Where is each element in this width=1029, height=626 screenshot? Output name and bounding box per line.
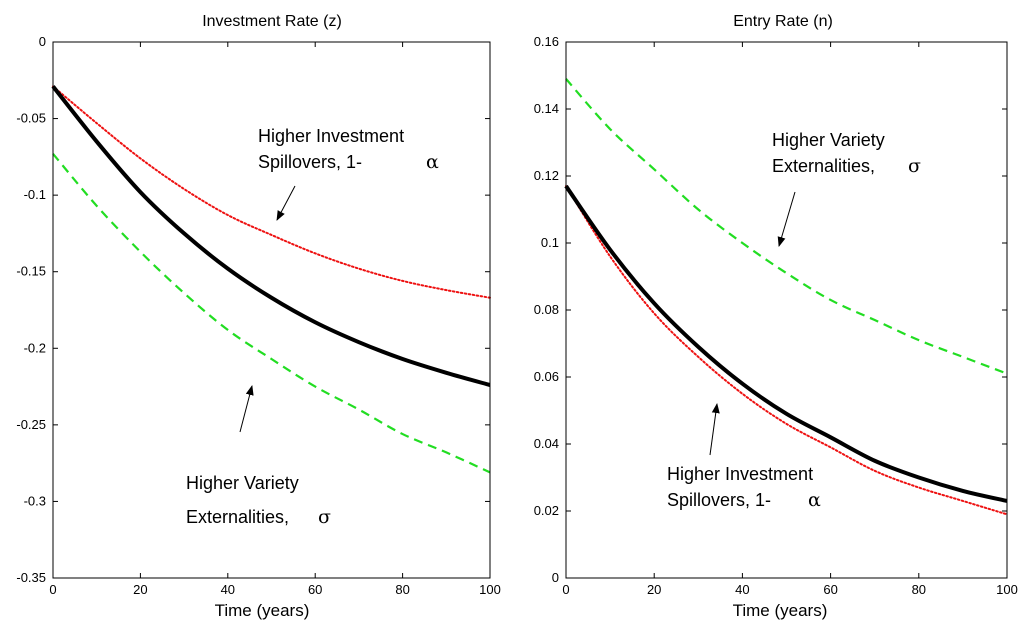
annotation-investment-spillovers: Higher Investment Spillovers, 1- α <box>667 403 821 511</box>
y-tick-label: -0.1 <box>24 187 46 202</box>
x-axis-label: Time (years) <box>733 601 828 620</box>
annotation-variety-externalities: Higher Variety Externalities, σ <box>186 385 331 528</box>
y-tick-label: 0.1 <box>541 235 559 250</box>
annotation-line: Spillovers, 1- <box>667 490 771 510</box>
annotation-line: Externalities, <box>186 507 289 527</box>
x-tick-label: 60 <box>823 582 837 597</box>
annotation-line: Externalities, <box>772 156 875 176</box>
x-tick-label: 80 <box>912 582 926 597</box>
chart-title: Investment Rate (z) <box>202 13 342 30</box>
y-tick-label: 0.06 <box>534 369 559 384</box>
x-tick-label: 80 <box>395 582 409 597</box>
series-line-dotted <box>52 85 491 299</box>
y-tick-label: 0.02 <box>534 503 559 518</box>
y-tick-label: 0.04 <box>534 436 559 451</box>
x-tick-label: 20 <box>647 582 661 597</box>
y-tick-label: -0.35 <box>16 570 46 585</box>
annotation-variety-externalities: Higher Variety Externalities, σ <box>772 130 921 247</box>
annotation-line: Spillovers, 1- <box>258 152 362 172</box>
x-tick-label: 20 <box>133 582 147 597</box>
y-tick-label: 0.16 <box>534 34 559 49</box>
plot-frame <box>565 41 1008 579</box>
y-tick-label: -0.05 <box>16 111 46 126</box>
alpha-symbol: α <box>426 151 439 173</box>
y-tick-label: -0.2 <box>24 340 46 355</box>
y-tick-label: -0.3 <box>24 493 46 508</box>
y-tick-label: -0.25 <box>16 417 46 432</box>
x-tick-label: 60 <box>308 582 322 597</box>
y-tick-label: -0.15 <box>16 264 46 279</box>
annotation-line: Higher Variety <box>186 473 299 493</box>
alpha-symbol: α <box>808 489 821 511</box>
x-tick-label: 100 <box>996 582 1018 597</box>
series-line-dotted <box>565 185 1008 516</box>
annotation-line: Higher Variety <box>772 130 885 150</box>
annotation-line: Higher Investment <box>667 464 813 484</box>
x-axis-label: Time (years) <box>215 601 310 620</box>
annotation-arrow <box>276 185 296 221</box>
series-line-dashed <box>52 153 491 474</box>
annotation-arrow <box>777 191 796 247</box>
sigma-symbol: σ <box>908 155 921 177</box>
chart-investment-rate: Investment Rate (z) -0.35 -0.3 -0.25 -0.2 -0… <box>16 13 500 620</box>
chart-title: Entry Rate (n) <box>733 13 833 30</box>
plot-frame <box>52 41 491 579</box>
y-tick-label: 0.12 <box>534 168 559 183</box>
sigma-symbol: σ <box>318 506 331 528</box>
series-line-dashed <box>565 78 1008 375</box>
x-tick-label: 40 <box>735 582 749 597</box>
annotation-arrow <box>709 403 720 456</box>
annotation-line: Higher Investment <box>258 126 404 146</box>
series-line-solid <box>564 184 1008 503</box>
x-tick-label: 0 <box>49 582 56 597</box>
x-tick-label: 40 <box>221 582 235 597</box>
y-tick-label: 0 <box>552 570 559 585</box>
y-tick-label: 0 <box>39 34 46 49</box>
chart-entry-rate: Entry Rate (n) 0 0.02 0.04 0.06 0.08 0.1 0.12 0… <box>534 13 1018 620</box>
annotation-investment-spillovers: Higher Investment Spillovers, 1- α <box>258 126 439 221</box>
y-tick-label: 0.08 <box>534 302 559 317</box>
x-tick-label: 100 <box>479 582 501 597</box>
y-tick-label: 0.14 <box>534 101 559 116</box>
x-tick-label: 0 <box>562 582 569 597</box>
annotation-arrow <box>239 385 254 433</box>
series-line-solid <box>51 85 491 387</box>
